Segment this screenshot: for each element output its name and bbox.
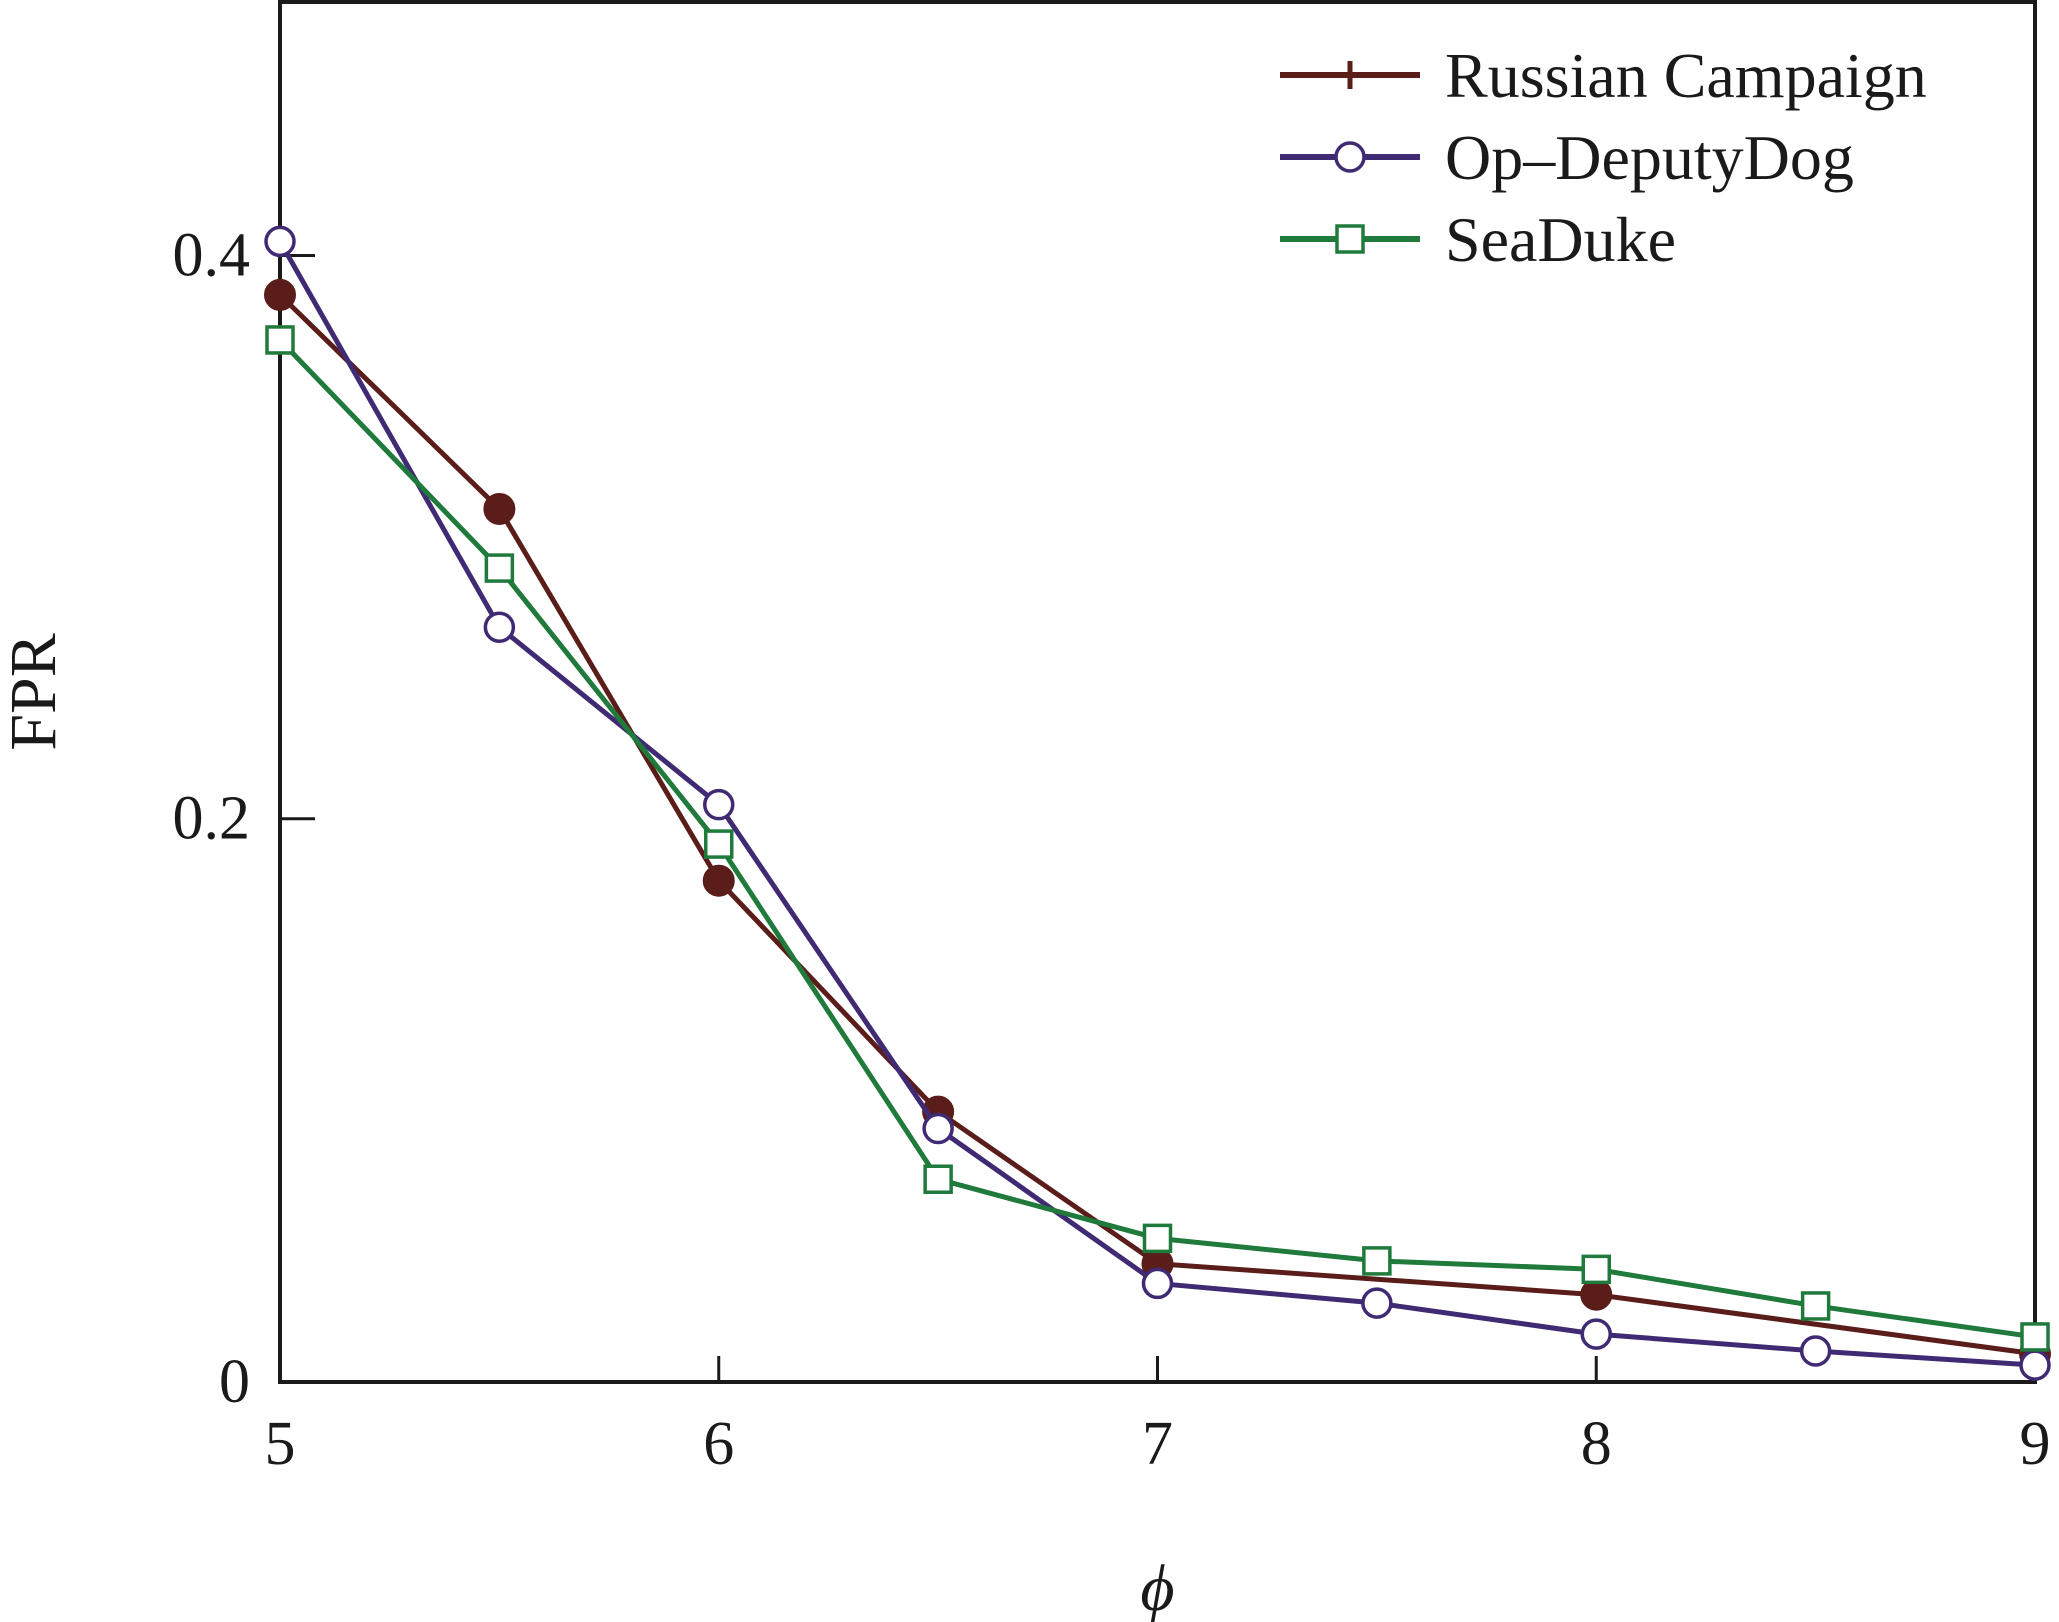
legend-label: Op–DeputyDog	[1445, 122, 1854, 193]
x-tick-label: 5	[265, 1410, 296, 1478]
data-point	[922, 1112, 954, 1145]
plot-frame	[278, 0, 2037, 1384]
legend: Russian Campaign Op–DeputyDog SeaDuke	[1280, 40, 1927, 275]
data-point	[1142, 1223, 1173, 1254]
legend-marker	[1334, 141, 1366, 173]
series-3	[265, 325, 2050, 1352]
data-point	[704, 829, 734, 859]
data-point	[483, 611, 516, 643]
legend-item: SeaDuke	[1280, 204, 1676, 275]
data-point	[702, 864, 735, 897]
data-point	[483, 492, 516, 525]
data-point	[264, 278, 296, 311]
series-1	[264, 278, 2051, 1370]
series-layer	[264, 225, 2051, 1381]
x-axis-label: ϕ	[1140, 1552, 1174, 1622]
series-line	[278, 293, 2036, 1357]
x-tick-label: 6	[703, 1410, 734, 1478]
series-line	[277, 240, 2036, 1368]
data-point	[1141, 1267, 1174, 1300]
x-tick-label: 8	[1581, 1410, 1612, 1478]
data-point	[484, 553, 515, 583]
y-tick-label: 0.4	[173, 221, 251, 289]
data-point	[1800, 1291, 1831, 1321]
series-line	[278, 338, 2036, 1340]
data-point	[265, 325, 295, 355]
legend-item: Russian Campaign	[1280, 40, 1927, 111]
x-tick-label: 7	[1142, 1410, 1173, 1478]
x-tick-label: 9	[2020, 1410, 2051, 1478]
legend-marker	[1335, 224, 1365, 254]
y-tick-label: 0.2	[173, 785, 251, 853]
data-point	[2020, 1322, 2050, 1352]
data-point	[1799, 1335, 1832, 1367]
data-point	[1581, 1254, 1611, 1285]
data-point	[703, 788, 735, 821]
data-point	[1580, 1278, 1613, 1311]
legend-label: SeaDuke	[1445, 204, 1676, 275]
y-axis-label: FPR	[0, 633, 70, 750]
data-point	[2019, 1349, 2051, 1381]
data-point	[1580, 1318, 1612, 1350]
data-point	[1361, 1287, 1393, 1319]
y-tick-label: 0	[219, 1348, 250, 1416]
data-point	[923, 1164, 953, 1194]
legend-label: Russian Campaign	[1445, 40, 1927, 111]
series-2	[264, 225, 2051, 1381]
data-point	[264, 225, 296, 258]
legend-item: Op–DeputyDog	[1280, 122, 1854, 193]
data-point	[1362, 1246, 1392, 1276]
